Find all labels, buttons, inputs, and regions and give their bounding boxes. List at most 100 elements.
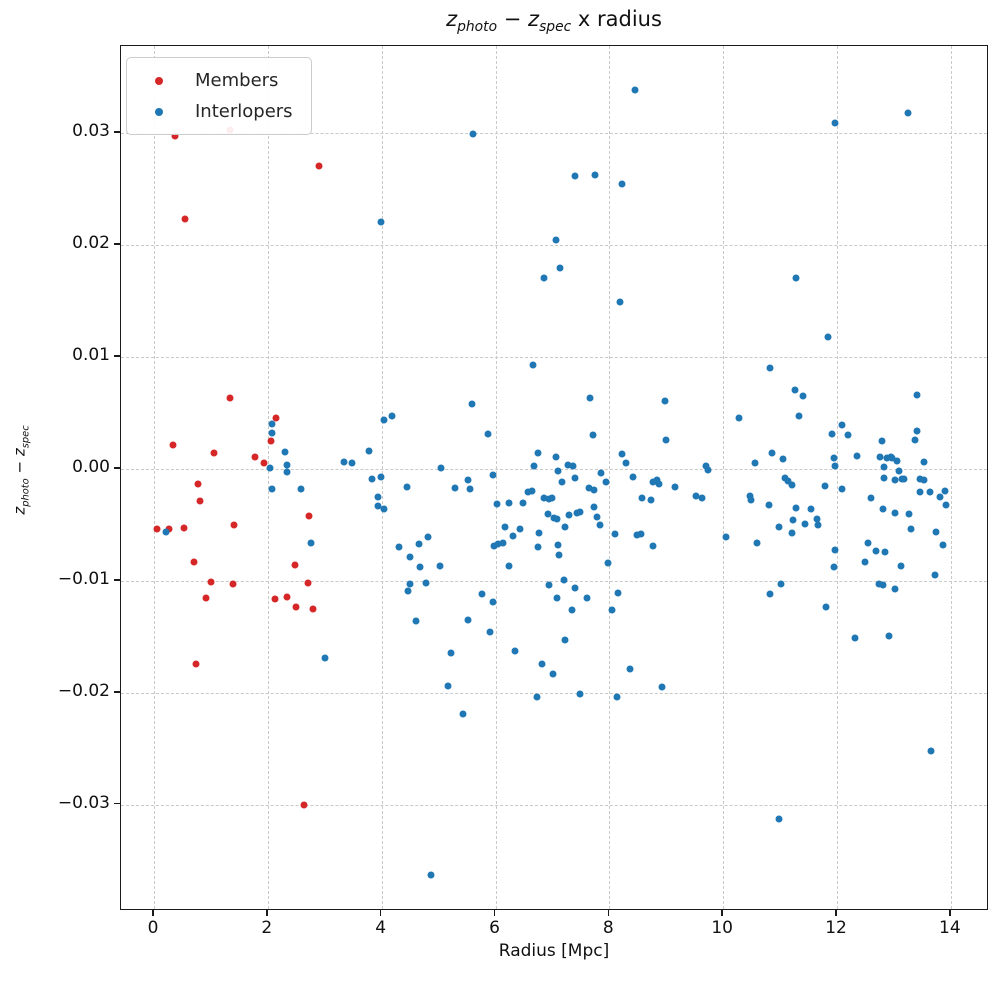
x-tick-label: 4 [375,918,387,938]
data-point-interlopers [266,464,274,472]
data-point-interlopers [722,533,730,541]
data-point-interlopers [927,747,935,755]
gridline-horizontal [121,580,987,582]
data-point-interlopers [792,274,800,282]
data-point-interlopers [885,632,893,640]
y-tick-label: −0.02 [57,680,110,701]
data-point-interlopers [268,429,276,437]
data-point-interlopers [374,502,382,510]
title-z-spec: zspec [528,7,572,36]
data-point-interlopers [904,109,912,117]
data-point-interlopers [469,130,477,138]
data-point-interlopers [844,431,852,439]
data-point-interlopers [593,513,601,521]
data-point-members [202,594,210,602]
data-point-interlopers [936,493,944,501]
data-point-interlopers [583,594,591,602]
data-point-interlopers [851,634,859,642]
plot-area: Members Interlopers [120,45,988,910]
data-point-interlopers [638,494,646,502]
data-point-interlopers [822,603,830,611]
data-point-interlopers [864,539,872,547]
data-point-interlopers [484,430,492,438]
data-point-interlopers [403,483,411,491]
data-point-interlopers [891,585,899,593]
data-point-interlopers [655,480,663,488]
data-point-interlopers [788,481,796,489]
data-point-members [229,580,237,588]
data-point-interlopers [853,452,861,460]
data-point-members [171,132,179,140]
data-point-interlopers [746,492,754,500]
legend-item-members: Members [139,65,293,96]
data-point-interlopers [281,448,289,456]
data-point-interlopers [268,420,276,428]
data-point-interlopers [916,488,924,496]
x-tick-mark [949,910,951,916]
data-point-interlopers [602,478,610,486]
y-tick-label: −0.01 [57,568,110,589]
data-point-interlopers [637,530,645,538]
data-point-interlopers [671,483,679,491]
gridline-horizontal [121,468,987,470]
data-point-interlopers [604,559,612,567]
data-point-interlopers [831,546,839,554]
data-point-interlopers [942,501,950,509]
x-tick-mark [379,910,382,916]
data-point-interlopers [795,412,803,420]
data-point-interlopers [941,487,949,495]
data-point-interlopers [268,485,276,493]
data-point-interlopers [444,682,452,690]
data-point-interlopers [571,474,579,482]
data-point-interlopers [897,562,905,570]
data-point-interlopers [505,499,513,507]
data-point-interlopers [404,587,412,595]
data-point-interlopers [872,547,880,555]
data-point-interlopers [614,589,622,597]
data-point-interlopers [920,476,928,484]
data-point-interlopers [554,467,562,475]
data-point-interlopers [765,501,773,509]
data-point-interlopers [501,523,509,531]
data-point-interlopers [568,606,576,614]
data-point-interlopers [283,461,291,468]
data-point-interlopers [571,172,579,180]
data-point-members [180,524,188,532]
gridline-horizontal [121,245,987,247]
data-point-interlopers [596,521,604,529]
data-point-interlopers [494,540,502,548]
data-point-interlopers [374,493,382,501]
data-point-interlopers [549,670,557,678]
x-tick-mark [721,910,723,916]
data-point-interlopers [585,484,593,492]
x-tick-mark [835,910,837,916]
data-point-members [181,215,189,223]
data-point-interlopers [613,693,621,701]
data-point-interlopers [913,427,921,435]
data-point-interlopers [828,430,836,438]
data-point-members [300,801,308,809]
data-point-members [283,593,291,601]
data-point-interlopers [626,665,634,673]
data-point-interlopers [388,412,396,420]
data-point-interlopers [611,530,619,538]
data-point-interlopers [658,683,666,691]
data-point-interlopers [591,171,599,179]
data-point-members [260,459,268,467]
gridline-horizontal [121,357,987,359]
y-tick-mark [114,243,120,245]
data-point-interlopers [544,510,552,518]
title-minus: − [497,7,529,31]
data-point-interlopers [905,510,913,518]
data-point-interlopers [424,533,432,541]
data-point-interlopers [775,815,783,823]
data-point-interlopers [505,562,513,570]
data-point-members [169,441,177,449]
data-point-interlopers [618,450,626,458]
data-point-interlopers [533,693,541,701]
y-axis-label: zphoto − zspec [10,425,32,515]
data-point-interlopers [893,457,901,465]
x-tick-mark [493,910,496,916]
data-point-interlopers [380,505,388,513]
data-point-interlopers [920,458,928,466]
